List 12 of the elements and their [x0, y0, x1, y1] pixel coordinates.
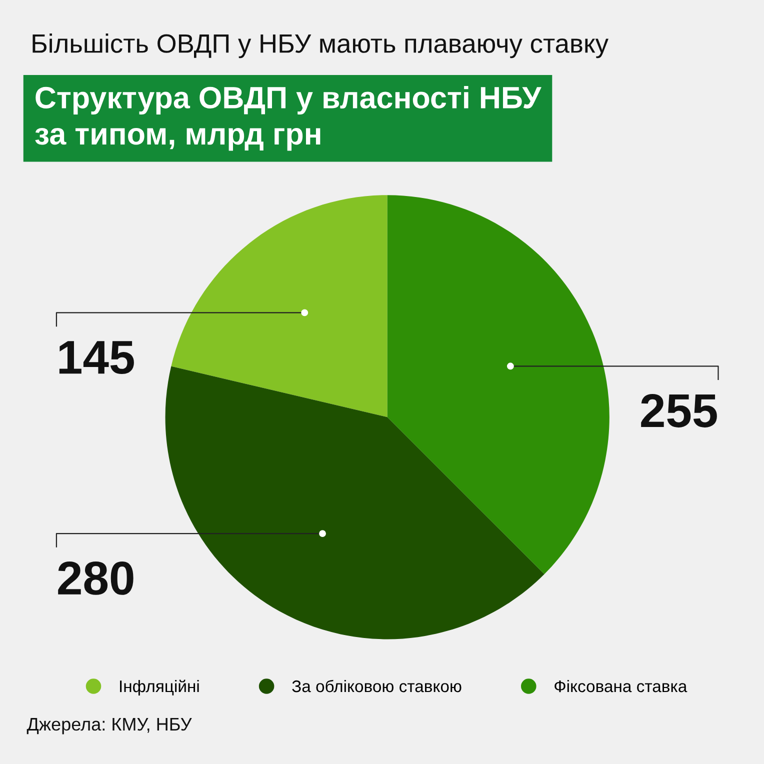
pie-slice — [165, 366, 544, 640]
pie-slice — [171, 195, 388, 418]
pie-slice — [387, 195, 610, 574]
data-label: 145 — [59, 341, 134, 374]
chart-subtitle: Структура ОВДП у власності НБУ за типом, млрд грн — [35, 86, 542, 151]
legend-label: Фіксована ставка — [554, 680, 688, 692]
text: Джерела: КМУ, НБУ — [26, 718, 192, 734]
data-label: 280 — [58, 561, 134, 595]
chart-title: Більшість ОВДП у НБУ мають плаваючу ставку — [32, 34, 608, 58]
data-label: 255 — [641, 394, 717, 428]
legend-label: Інфляційні — [120, 680, 199, 696]
legend-label: За обліковою ставкою — [292, 680, 462, 692]
